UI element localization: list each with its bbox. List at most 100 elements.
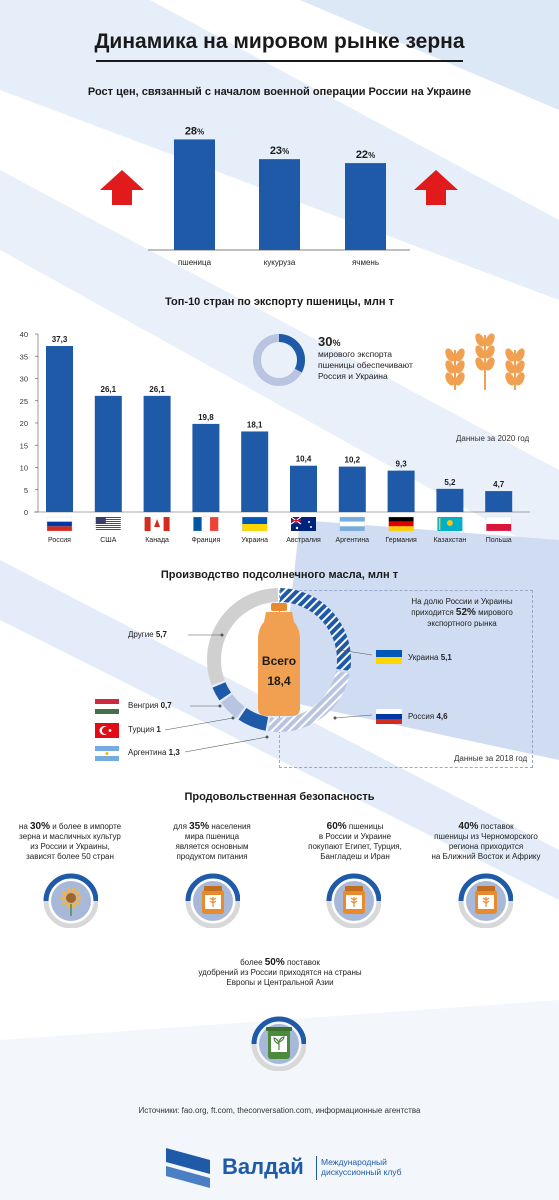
flag-turkey-icon — [95, 723, 119, 738]
flag-4-icon — [193, 516, 219, 532]
price-value-label-3: 22% — [356, 149, 375, 161]
sunflower-share-line2-pre: приходится — [411, 608, 456, 617]
sunflower-share-line2-post: мирового — [475, 608, 513, 617]
security-pre: для — [173, 822, 190, 831]
wheat-ears-icon — [445, 333, 525, 390]
price-bar-2 — [259, 159, 300, 250]
sunflower-share-line3: экспортного рынка — [427, 619, 497, 628]
page-title: Динамика на мировом рынке зерна — [94, 30, 465, 53]
sunflower-donut-chart — [95, 588, 403, 761]
label-russia-name: Россия — [408, 712, 435, 721]
security-icon-5 — [251, 1016, 306, 1071]
wheat-export-bar-chart: 0 5 10 15 20 25 30 35 40 37,3 Россия 26,1 США 26,1 Ка… — [20, 330, 530, 544]
sunflower-share-text: На долю России и Украины приходится 52% … — [395, 596, 529, 629]
price-category-label-2: кукуруза — [264, 258, 296, 267]
logo-subtitle: Международный дискуссионный клуб — [321, 1157, 402, 1177]
export-category-label-10: Польша — [486, 537, 512, 544]
security-line4: на Ближний Восток и Африку — [431, 852, 541, 861]
security-item-text-3: 60% пшеницы в России и Украине покупают Ег… — [293, 822, 417, 862]
label-turkey-name: Турция — [128, 725, 155, 734]
security-line3: покупают Египет, Турция, — [308, 842, 402, 851]
sunflower-slice-Венгрия — [212, 682, 232, 701]
label-other-value: 5,7 — [155, 630, 167, 639]
export-bar-Украина — [241, 431, 269, 512]
flag-hungary-icon — [95, 699, 119, 714]
flag-8-icon — [388, 516, 414, 532]
label-ukraine-value: 5,1 — [440, 653, 452, 662]
label-hungary-name: Венгрия — [128, 701, 159, 710]
logo-sub1: Международный — [321, 1157, 387, 1167]
export-bar-Аргентина — [338, 466, 366, 512]
flag-russia-icon — [375, 708, 403, 724]
sunflower-section-title: Производство подсолнечного масла, млн т — [160, 569, 399, 581]
export-share-unit: % — [332, 338, 341, 348]
security-value: 30% — [30, 821, 51, 832]
price-section-title: Рост цен, связанный с началом военной оп… — [87, 86, 472, 98]
export-bar-США — [94, 395, 122, 512]
export-value-label-8: 9,3 — [396, 460, 408, 469]
export-category-label-6: Австралия — [286, 537, 321, 544]
export-value-label-2: 26,1 — [101, 385, 117, 394]
security-item-text-2: для 35% населения мира пшеница является ос… — [150, 822, 274, 862]
security-icon-2 — [185, 873, 240, 928]
export-value-label-10: 4,7 — [493, 480, 505, 489]
sunflower-slice-Турция — [220, 694, 245, 719]
export-y-tick-label: 5 — [24, 486, 28, 495]
flag-3-icon — [144, 517, 170, 531]
export-category-label-4: Франция — [192, 537, 221, 544]
security-line1: населения — [209, 822, 251, 831]
label-russia: Россия 4,6 — [408, 712, 448, 721]
export-value-label-3: 26,1 — [149, 385, 165, 394]
security-item-text-5: более 50% поставок удобрений из России пр… — [180, 958, 380, 988]
export-share-line1: мирового экспорта — [318, 349, 392, 359]
export-category-label-2: США — [100, 537, 116, 544]
valdai-logo-icon — [166, 1148, 210, 1188]
security-line1: поставок — [478, 822, 514, 831]
security-line3: является основным — [175, 842, 249, 851]
exports-section-title: Топ-10 стран по экспорту пшеницы, млн т — [165, 296, 394, 308]
export-y-tick-label: 15 — [20, 441, 28, 450]
export-bar-Россия — [46, 346, 73, 512]
export-category-label-9: Казахстан — [433, 537, 466, 544]
export-bar-Канада — [143, 395, 171, 512]
security-line1: и более в импорте — [50, 822, 122, 831]
sunflower-data-note: Данные за 2018 год — [454, 754, 528, 763]
export-category-label-3: Канада — [145, 537, 169, 544]
label-hungary: Венгрия 0,7 — [128, 701, 172, 710]
flag-10-icon — [486, 516, 512, 532]
oil-bottle-icon — [258, 603, 300, 716]
flag-5-icon — [242, 516, 268, 532]
export-value-label-1: 37,3 — [52, 335, 68, 344]
export-value-label-4: 19,8 — [198, 413, 214, 422]
sunflower-slice-Украина — [279, 588, 351, 671]
sunflower-slice-Россия — [268, 670, 350, 732]
label-russia-value: 4,6 — [436, 712, 448, 721]
label-hungary-value: 0,7 — [160, 701, 172, 710]
logo-separator — [316, 1156, 317, 1180]
export-y-tick-label: 25 — [20, 397, 28, 406]
export-y-tick-label: 10 — [20, 464, 28, 473]
export-share-donut — [253, 334, 306, 386]
export-category-label-5: Украина — [241, 537, 268, 544]
export-y-tick-label: 0 — [24, 508, 28, 517]
security-icon-3 — [326, 873, 381, 928]
label-turkey-value: 1 — [156, 725, 161, 734]
left-up-arrow-icon — [100, 170, 144, 205]
sunflower-total-label: Всего — [261, 654, 297, 668]
sources-text: Источники: fao.org, ft.com, theconversat… — [138, 1106, 421, 1115]
price-value-label-1: 28% — [185, 125, 204, 137]
price-bar-1 — [174, 139, 215, 250]
security-line3: из России и Украины, — [30, 842, 110, 851]
security-line1: поставок — [284, 958, 320, 967]
export-share-line3: Россия и Украина — [318, 371, 388, 381]
security-line4: продуктом питания — [176, 852, 248, 861]
logo-sub2: дискуссионный клуб — [321, 1167, 402, 1177]
price-bar-3 — [345, 163, 386, 250]
label-other-name: Другие — [128, 630, 154, 639]
export-value-label-6: 10,4 — [296, 455, 312, 464]
export-share-value: 30 — [318, 334, 333, 349]
flag-2-icon — [95, 517, 121, 530]
security-value: 50% — [264, 957, 285, 968]
security-line2: в России и Украине — [318, 832, 392, 841]
